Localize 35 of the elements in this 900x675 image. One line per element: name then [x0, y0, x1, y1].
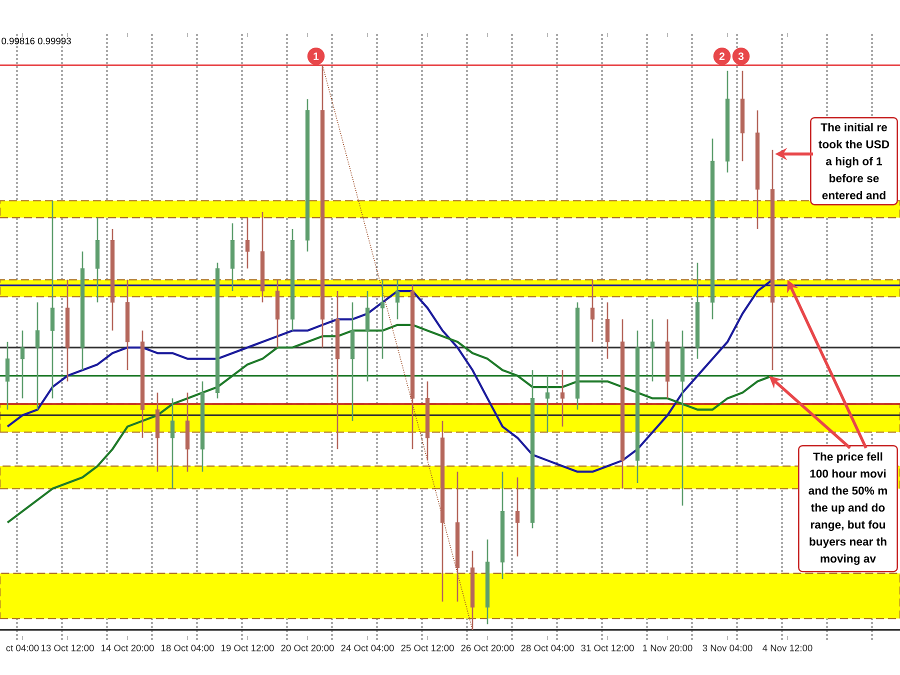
candlestick: [20, 330, 25, 399]
x-tick-label: 20 Oct 20:00: [281, 644, 334, 652]
x-tick-label: 25 Oct 12:00: [401, 644, 454, 652]
x-tick-label: 31 Oct 12:00: [581, 644, 634, 652]
x-tick-label: 24 Oct 04:00: [341, 644, 394, 652]
candlestick: [560, 369, 565, 428]
candlestick: [35, 302, 40, 410]
candlestick: [605, 302, 610, 360]
candlestick: [50, 200, 55, 399]
annotation: 2: [719, 52, 725, 60]
x-tick-label: 19 Oct 12:00: [221, 644, 274, 652]
x-tick-label: 18 Oct 04:00: [161, 644, 214, 652]
candlestick: [545, 375, 550, 433]
candlestick: [5, 341, 10, 410]
x-tick-label: 3 Nov 04:00: [702, 644, 752, 652]
candlestick: [170, 398, 175, 490]
x-tick-label: ct 04:00: [6, 644, 39, 652]
candlestick: [395, 279, 400, 320]
candlestick: [515, 476, 520, 558]
text: 0.99816 0.99993: [2, 38, 71, 44]
x-tick-label: 4 Nov 12:00: [762, 644, 812, 652]
annotation: 3: [738, 52, 744, 60]
candlestick: [245, 216, 250, 270]
x-tick-label: 13 Oct 12:00: [41, 644, 94, 652]
x-tick-label: 26 Oct 20:00: [461, 644, 514, 652]
candlestick: [380, 279, 385, 360]
x-tick-label: 14 Oct 20:00: [101, 644, 154, 652]
candlestick: [590, 279, 595, 343]
x-tick-label: 1 Nov 20:00: [643, 644, 692, 652]
text: The initial re took the USD a high of 1 before se entered and: [818, 122, 890, 200]
annotation: 1: [314, 52, 319, 60]
candlestick: [650, 318, 655, 382]
candlestick: [365, 290, 370, 382]
annotation: The price fell 100 hour movi and the 50% m the up and do range, but fou buyers near th moving av: [808, 452, 887, 565]
x-tick-label: 28 Oct 04:00: [521, 644, 574, 652]
